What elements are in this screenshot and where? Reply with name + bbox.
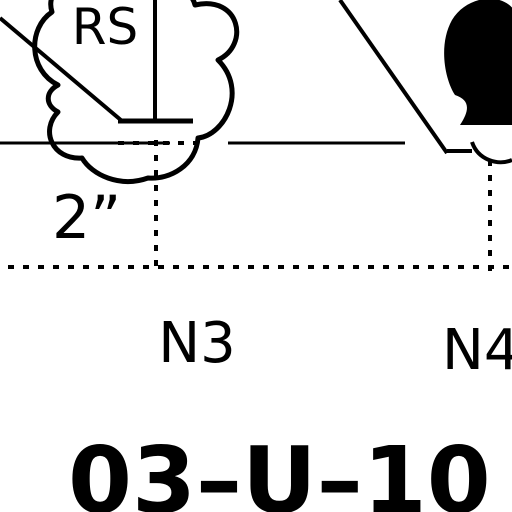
node-label-n4: N4 bbox=[442, 318, 512, 383]
sheet-id-label: 03–U–10 bbox=[68, 427, 491, 512]
diagonal-right bbox=[338, 0, 449, 155]
node-label-n3: N3 bbox=[158, 311, 236, 376]
revision-cloud bbox=[32, 0, 240, 184]
diagonal-left bbox=[0, 16, 124, 123]
cloud-tag-label: RS bbox=[72, 0, 138, 56]
dimension-label: 2” bbox=[52, 183, 121, 253]
filled-symbol bbox=[444, 0, 512, 125]
symbol-arc bbox=[470, 141, 512, 165]
